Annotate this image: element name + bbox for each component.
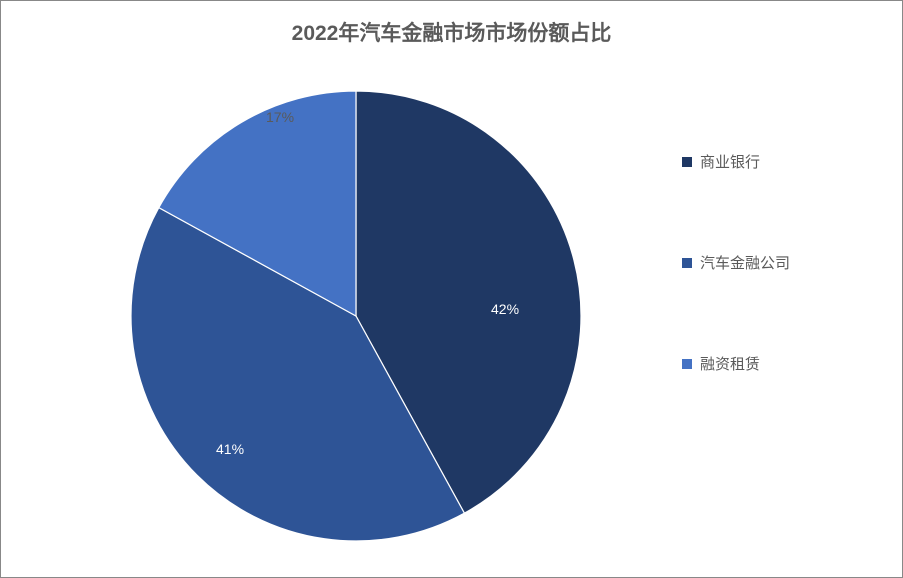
pie-chart: 42% 41% 17% bbox=[121, 81, 591, 551]
legend-swatch-0 bbox=[682, 157, 692, 167]
legend-label-0: 商业银行 bbox=[700, 151, 760, 172]
slice-label-1: 41% bbox=[216, 441, 244, 457]
legend-label-1: 汽车金融公司 bbox=[700, 252, 790, 273]
legend-item-1: 汽车金融公司 bbox=[682, 252, 872, 273]
slice-label-2: 17% bbox=[266, 109, 294, 125]
legend: 商业银行 汽车金融公司 融资租赁 bbox=[682, 151, 872, 454]
legend-swatch-2 bbox=[682, 359, 692, 369]
legend-item-0: 商业银行 bbox=[682, 151, 872, 172]
legend-swatch-1 bbox=[682, 258, 692, 268]
legend-item-2: 融资租赁 bbox=[682, 353, 872, 374]
legend-label-2: 融资租赁 bbox=[700, 353, 760, 374]
chart-title: 2022年汽车金融市场市场份额占比 bbox=[1, 17, 902, 47]
chart-container: 2022年汽车金融市场市场份额占比 42% 41% 17% 商业银行 汽车金融公… bbox=[0, 0, 903, 578]
slice-label-0: 42% bbox=[491, 301, 519, 317]
